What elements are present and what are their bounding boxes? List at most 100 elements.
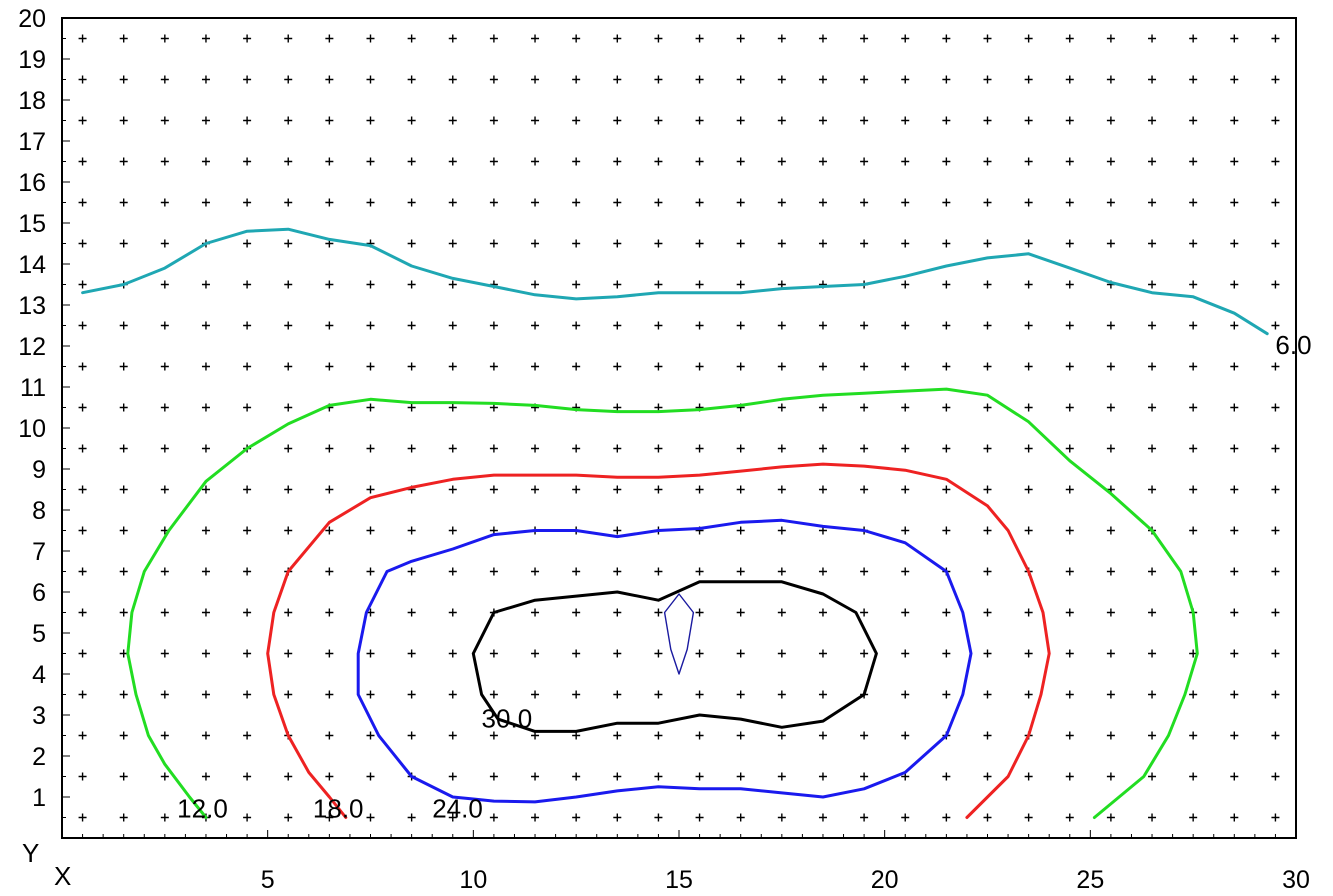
grid-point-marker <box>243 526 252 535</box>
grid-point-marker <box>983 198 992 207</box>
x-tick-label: 15 <box>665 866 693 894</box>
contour-labels: 6.0 12.0 18.0 24.0 30.0 <box>177 330 1311 823</box>
grid-point-marker <box>119 567 128 576</box>
grid-point-marker <box>78 321 87 330</box>
grid-point-marker <box>572 362 581 371</box>
grid-point-marker <box>654 239 663 248</box>
grid-point-marker <box>325 157 334 166</box>
grid-point-marker <box>325 772 334 781</box>
grid-point-marker <box>572 813 581 822</box>
grid-point-marker <box>325 198 334 207</box>
grid-point-marker <box>613 116 622 125</box>
grid-point-marker <box>531 362 540 371</box>
grid-point-marker <box>942 75 951 84</box>
grid-point-marker <box>860 567 869 576</box>
grid-point-marker <box>901 731 910 740</box>
grid-point-marker <box>160 813 169 822</box>
grid-point-marker <box>119 198 128 207</box>
grid-point-marker <box>78 813 87 822</box>
grid-point-marker <box>1230 772 1239 781</box>
grid-point-marker <box>448 34 457 43</box>
grid-point-marker <box>654 198 663 207</box>
grid-point-marker <box>448 444 457 453</box>
grid-point-marker <box>654 444 663 453</box>
grid-point-marker <box>613 75 622 84</box>
grid-point-marker <box>695 444 704 453</box>
grid-point-marker <box>1024 690 1033 699</box>
grid-point-marker <box>777 362 786 371</box>
contour-line-12-0 <box>126 387 1199 819</box>
grid-point-marker <box>983 34 992 43</box>
grid-point-marker <box>160 75 169 84</box>
grid-point-marker <box>489 116 498 125</box>
grid-point-marker <box>942 157 951 166</box>
grid-point-marker <box>489 444 498 453</box>
grid-point-marker <box>654 34 663 43</box>
grid-point-marker <box>366 485 375 494</box>
grid-point-marker <box>531 34 540 43</box>
x-axis-label: X <box>54 861 71 891</box>
grid-point-marker <box>119 485 128 494</box>
grid-point-marker <box>1106 772 1115 781</box>
grid-point-marker <box>1148 444 1157 453</box>
grid-point-marker <box>901 690 910 699</box>
grid-point-marker <box>1106 731 1115 740</box>
grid-point-marker <box>1065 116 1074 125</box>
x-tick-label: 20 <box>871 866 899 894</box>
grid-point-marker <box>1271 772 1280 781</box>
grid-point-marker <box>695 157 704 166</box>
grid-point-marker <box>1065 567 1074 576</box>
y-tick-label: 14 <box>18 251 46 279</box>
grid-point-marker <box>366 34 375 43</box>
grid-point-marker <box>1148 157 1157 166</box>
grid-point-marker <box>489 239 498 248</box>
grid-point-marker <box>1024 649 1033 658</box>
grid-point-marker <box>860 813 869 822</box>
grid-point-marker <box>777 157 786 166</box>
grid-point-marker <box>325 280 334 289</box>
grid-point-marker <box>736 690 745 699</box>
grid-point-marker <box>201 157 210 166</box>
grid-point-marker <box>901 280 910 289</box>
grid-point-marker <box>1189 157 1198 166</box>
grid-point-marker <box>1189 526 1198 535</box>
grid-point-marker <box>613 321 622 330</box>
grid-point-marker <box>1148 75 1157 84</box>
grid-point-marker <box>901 813 910 822</box>
grid-point-marker <box>448 403 457 412</box>
grid-point-marker <box>983 444 992 453</box>
grid-point-marker <box>736 567 745 576</box>
grid-point-marker <box>613 731 622 740</box>
grid-point-marker <box>736 608 745 617</box>
grid-point-marker <box>901 157 910 166</box>
grid-point-marker <box>736 731 745 740</box>
grid-point-marker <box>243 608 252 617</box>
grid-point-marker <box>243 116 252 125</box>
grid-point-marker <box>818 321 827 330</box>
grid-point-marker <box>1230 34 1239 43</box>
grid-point-marker <box>983 239 992 248</box>
grid-point-marker <box>160 34 169 43</box>
grid-point-marker <box>1065 34 1074 43</box>
grid-point-marker <box>572 116 581 125</box>
grid-point-marker <box>1024 485 1033 494</box>
grid-point-marker <box>407 567 416 576</box>
grid-point-marker <box>1189 567 1198 576</box>
grid-point-marker <box>366 116 375 125</box>
y-tick-label: 19 <box>18 46 46 74</box>
grid-point-marker <box>325 813 334 822</box>
grid-point-marker <box>818 444 827 453</box>
grid-point-marker <box>1024 116 1033 125</box>
grid-point-marker <box>1065 526 1074 535</box>
grid-point-marker <box>78 116 87 125</box>
grid-point-marker <box>572 690 581 699</box>
grid-point-marker <box>1065 198 1074 207</box>
grid-point-marker <box>1106 649 1115 658</box>
grid-point-marker <box>448 731 457 740</box>
grid-point-marker <box>1189 444 1198 453</box>
grid-point-marker <box>613 772 622 781</box>
grid-point-marker <box>654 362 663 371</box>
contour-label: 30.0 <box>482 703 533 733</box>
grid-point-marker <box>448 116 457 125</box>
grid-point-marker <box>1271 526 1280 535</box>
